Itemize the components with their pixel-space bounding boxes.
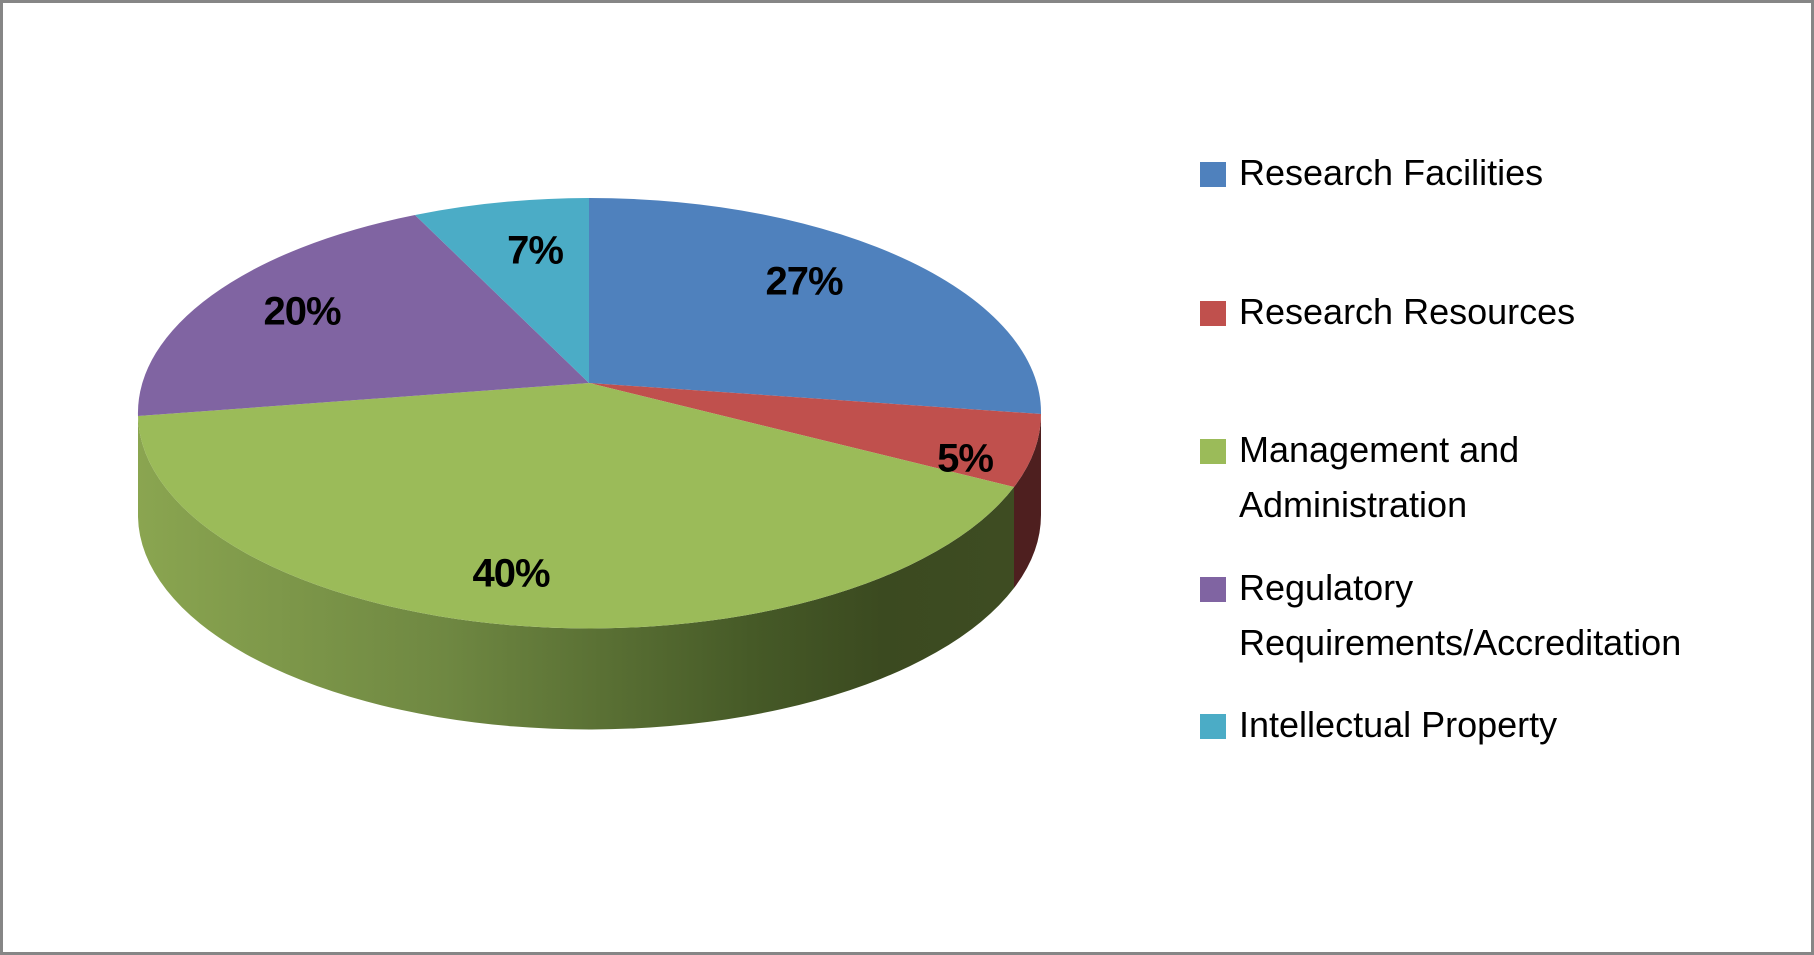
slice-side-resources bbox=[1014, 414, 1041, 588]
legend-item-intellectual-property[interactable]: Intellectual Property bbox=[1200, 697, 1800, 752]
legend-swatch-cyan bbox=[1200, 714, 1226, 739]
data-label-management-administration: 40% bbox=[472, 551, 550, 596]
data-label-intellectual-property: 7% bbox=[507, 228, 564, 273]
legend-label: Intellectual Property bbox=[1239, 704, 1558, 745]
data-label-research-facilities: 27% bbox=[765, 259, 843, 304]
slice-regulatory-requirements[interactable] bbox=[137, 215, 589, 416]
legend-label: Regulatory Requirements/Accreditation bbox=[1239, 567, 1682, 663]
legend-label: Research Resources bbox=[1239, 291, 1576, 332]
legend-swatch-blue bbox=[1200, 162, 1226, 187]
slice-side-management bbox=[138, 416, 1014, 730]
legend-swatch-purple bbox=[1200, 577, 1226, 602]
legend-swatch-green bbox=[1200, 439, 1226, 464]
legend-label: Research Facilities bbox=[1239, 152, 1544, 193]
slice-research-facilities[interactable] bbox=[589, 197, 1042, 414]
legend-item-research-facilities[interactable]: Research Facilities bbox=[1200, 145, 1800, 200]
legend-label: Management and Administration bbox=[1239, 429, 1520, 525]
legend-swatch-red bbox=[1200, 301, 1226, 326]
data-label-regulatory-requirements: 20% bbox=[263, 289, 341, 334]
slice-research-resources[interactable] bbox=[589, 383, 1041, 487]
legend-item-management-administration[interactable]: Management and Administration bbox=[1200, 422, 1800, 532]
slice-management-administration[interactable] bbox=[138, 383, 1014, 629]
slice-intellectual-property[interactable] bbox=[415, 198, 589, 383]
legend-item-research-resources[interactable]: Research Resources bbox=[1200, 284, 1800, 339]
data-label-research-resources: 5% bbox=[937, 436, 994, 481]
legend-item-regulatory-requirements[interactable]: Regulatory Requirements/Accreditation bbox=[1200, 560, 1800, 670]
